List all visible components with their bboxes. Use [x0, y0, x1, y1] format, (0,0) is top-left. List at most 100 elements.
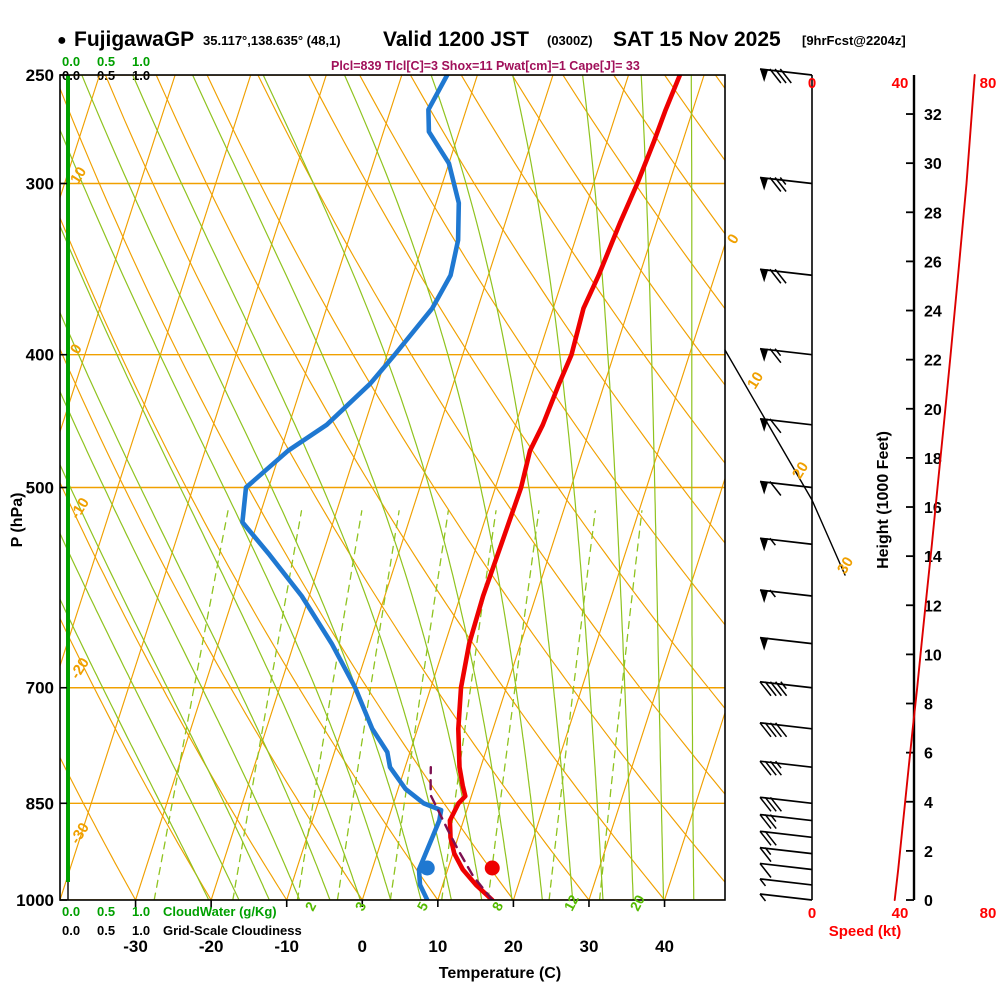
wind-barb-full-18 — [769, 68, 782, 84]
temperature-tick-label-20: 20 — [504, 937, 523, 956]
wind-barb-full-8 — [775, 722, 788, 738]
dry-adiabat--10 — [60, 481, 288, 900]
cloudiness-tick-bottom-1: 0.5 — [97, 923, 115, 938]
sounding-curves — [240, 75, 683, 900]
wind-barb-3 — [759, 846, 813, 863]
wind-barb-5 — [759, 813, 813, 829]
speed-tick-label-top-40: 40 — [892, 75, 909, 92]
curve-temperature — [447, 75, 683, 900]
mixing-ratio-label-12: 12 — [561, 892, 583, 913]
mixing-ratio-label-20: 20 — [627, 892, 649, 913]
wind-barb-flag-18 — [760, 69, 769, 82]
speed-tick-label-top-80: 80 — [980, 75, 997, 92]
height-tick-label-20: 20 — [924, 402, 942, 419]
speed-axis-label: Speed (kt) — [829, 923, 902, 940]
cloudiness-tick-bottom-0: 0.0 — [62, 923, 80, 938]
saturated-adiabat-44 — [690, 75, 695, 900]
curve-dewpoint — [240, 75, 462, 900]
forecast-stamp: [9hrFcst@2204z] — [802, 33, 906, 48]
wind-barb-8 — [759, 721, 813, 738]
wind-barb-full-17 — [769, 177, 782, 192]
temperature-tick-label-30: 30 — [580, 937, 599, 956]
wind-barb-full-8 — [759, 722, 772, 738]
wind-barb-full-9 — [775, 681, 788, 697]
wind-barb-full-5 — [764, 814, 777, 829]
isotherm--30 — [135, 75, 403, 900]
wind-barb-staff-3 — [759, 846, 813, 855]
wind-barb-full-9 — [769, 681, 782, 697]
height-tick-label-16: 16 — [924, 500, 942, 517]
wind-barb-staff-14 — [759, 417, 813, 426]
isotherm-label-left-10: 10 — [67, 164, 90, 187]
dry-adiabat-10 — [60, 216, 439, 900]
wind-barb-flag-16 — [760, 269, 769, 283]
cloudwater-tick-bottom-0: 0.0 — [62, 904, 80, 919]
saturated-adiabat-16 — [192, 75, 483, 900]
wind-barb-full-8 — [764, 722, 777, 738]
saturated-adiabat--16 — [60, 532, 240, 900]
skewt-grid — [60, 75, 725, 900]
isotherm--50 — [60, 75, 252, 668]
wind-barb-16 — [759, 268, 813, 284]
mixing-ratio-30 — [598, 510, 643, 900]
height-tick-label-0: 0 — [924, 893, 933, 910]
cloudiness-axis-label: Grid-Scale Cloudiness — [163, 923, 302, 938]
dry-adiabat-90 — [409, 75, 725, 544]
wind-barb-full-7 — [769, 760, 782, 776]
height-tick-label-2: 2 — [924, 844, 933, 861]
pressure-tick-label-250: 250 — [26, 66, 54, 85]
saturated-adiabat-24 — [343, 75, 543, 900]
pressure-axis-label: P (hPa) — [9, 493, 26, 548]
isotherm--20 — [210, 75, 478, 900]
dry-adiabat-110 — [511, 75, 725, 386]
wind-barb-half-17 — [779, 177, 787, 185]
dry-adiabat-60 — [257, 75, 725, 796]
wind-barb-staff-12 — [759, 537, 813, 546]
cloudwater-axis-label: CloudWater (g/Kg) — [163, 904, 277, 919]
wind-barb-full-18 — [774, 68, 787, 84]
height-tick-label-28: 28 — [924, 205, 942, 222]
wind-barb-13 — [759, 480, 813, 496]
wind-barb-full-7 — [764, 760, 777, 776]
wind-barb-half-5 — [769, 814, 777, 822]
isotherm-label-right-30: 30 — [834, 554, 857, 577]
wind-barb-14 — [759, 417, 813, 434]
wind-barb-full-9 — [764, 681, 777, 697]
isotherm-10 — [437, 75, 705, 900]
isotherm-40 — [663, 710, 725, 900]
wind-barb-half-11 — [769, 589, 776, 598]
wind-barb-staff-11 — [759, 589, 813, 597]
marker-surface-temperature — [484, 860, 500, 876]
wind-barb-18 — [759, 68, 813, 84]
wind-barb-10 — [759, 636, 813, 651]
wind-barb-12 — [759, 537, 813, 552]
speed-tick-label-bottom-40: 40 — [892, 905, 909, 922]
temperature-tick-label-0: 0 — [358, 937, 367, 956]
height-tick-label-24: 24 — [924, 304, 942, 321]
saturated-adiabat-28 — [430, 75, 574, 900]
cloudiness-scale-bottom: 0.0 0.5 1.0 Grid-Scale Cloudiness — [62, 923, 302, 938]
wind-barb-flag-10 — [760, 637, 769, 651]
wind-barb-full-16 — [774, 268, 787, 284]
saturated-adiabat-8 — [81, 75, 422, 900]
pressure-axis: 250 300 400 500 700 850 1000 — [16, 66, 67, 910]
wind-barb-7 — [759, 760, 813, 776]
saturated-adiabat-36 — [582, 75, 634, 900]
marker-surface-dewpoint — [419, 860, 435, 876]
wind-barb-staff-2 — [759, 862, 813, 871]
wind-barb-0 — [759, 893, 813, 902]
curve-parcel — [429, 766, 494, 900]
curves-inner — [240, 75, 683, 900]
wind-barb-11 — [759, 589, 813, 604]
valid-time-utc: (0300Z) — [547, 33, 593, 48]
cloudwater-tick-top-0: 0.0 — [62, 54, 80, 69]
wind-barb-staff-1 — [759, 878, 813, 886]
wind-barb-full-6 — [764, 796, 777, 812]
valid-date: SAT 15 Nov 2025 — [613, 28, 781, 51]
wind-barb-half-1 — [759, 878, 767, 887]
dry-adiabat-100 — [460, 75, 725, 465]
wind-barb-staff-8 — [759, 721, 813, 730]
temperature-tick-label--20: -20 — [199, 937, 224, 956]
saturated-adiabat--8 — [60, 390, 301, 900]
